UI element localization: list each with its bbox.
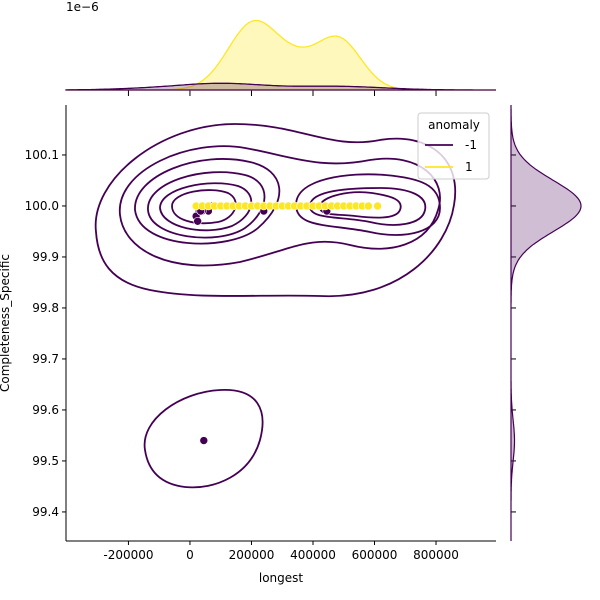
legend-title: anomaly — [428, 118, 480, 132]
marginal-kdes — [65, 19, 582, 541]
legend: anomaly -1 1 — [417, 112, 490, 180]
x-tick-label: 0 — [186, 548, 194, 562]
legend-label-1: 1 — [465, 160, 473, 174]
top-kde-anomaly-1 — [66, 19, 496, 91]
kde-contour — [94, 123, 457, 297]
top-kde-anomaly-neg1 — [65, 82, 496, 91]
y-tick-label: 99.4 — [32, 505, 59, 519]
kde-contours — [94, 123, 457, 489]
right-kde-anomaly-neg1 — [510, 105, 582, 541]
scatter-point — [364, 201, 373, 211]
y-tick-label: 99.8 — [32, 301, 59, 315]
y-axis-label: Completeness_Specific — [0, 254, 12, 392]
top-marginal-scale-label: 1e−6 — [66, 0, 99, 14]
y-tick-label: 99.6 — [32, 403, 59, 417]
scatter-points — [191, 201, 382, 445]
kde-contour — [295, 173, 441, 236]
x-tick-label: -200000 — [103, 548, 153, 562]
x-tick-label: 400000 — [290, 548, 336, 562]
y-tick-label: 99.7 — [32, 352, 59, 366]
kde-contour — [319, 191, 402, 219]
scatter-point — [193, 216, 202, 226]
kde-contour — [309, 187, 427, 226]
y-tick-label: 99.5 — [32, 454, 59, 468]
axes: -200000 0 200000 400000 600000 800000 99.4 99.5… — [25, 90, 516, 562]
legend-label-neg1: -1 — [465, 138, 477, 152]
x-axis-label: longest — [259, 571, 304, 585]
y-tick-label: 99.9 — [32, 250, 59, 264]
x-tick-label: 600000 — [352, 548, 398, 562]
kde-contour — [119, 145, 441, 267]
y-tick-label: 100.0 — [25, 199, 59, 213]
x-tick-label: 200000 — [229, 548, 275, 562]
kde-contour — [134, 158, 281, 245]
x-tick-label: 800000 — [413, 548, 459, 562]
scatter-point — [373, 201, 382, 211]
kde-contour — [143, 389, 264, 489]
kde-contour — [147, 171, 266, 239]
y-tick-label: 100.1 — [25, 148, 59, 162]
scatter-point — [199, 436, 209, 445]
